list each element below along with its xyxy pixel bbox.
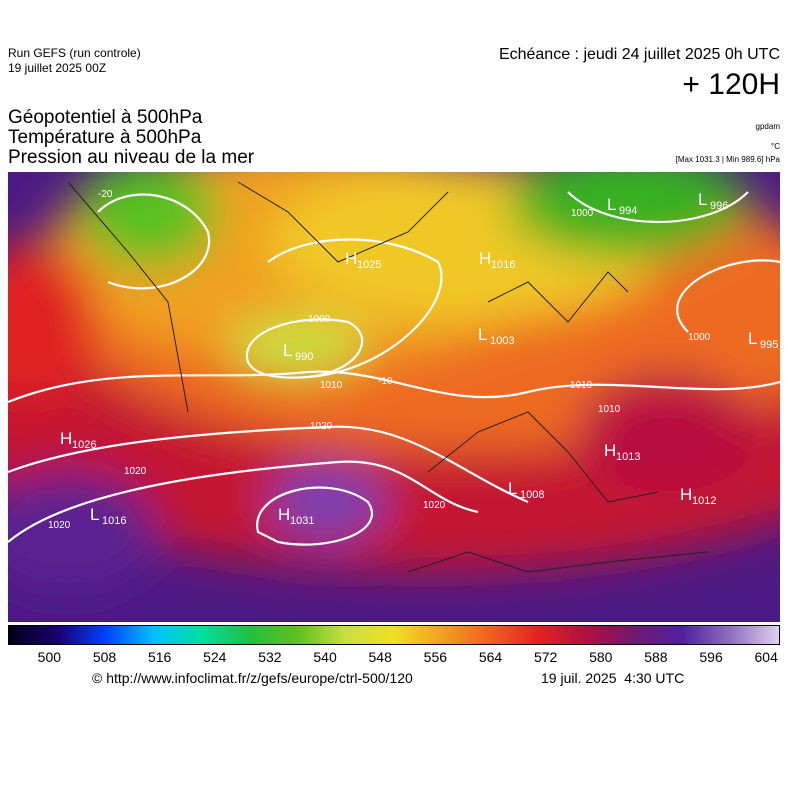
title: Géopotentiel à 500hPa [8,107,203,128]
isobar-label: 1000 [571,208,594,219]
colorbar-tick-label: 540 [313,649,337,665]
center-type: L [90,505,99,524]
isobar-label: 1020 [48,520,71,531]
title: Température à 500hPa [8,127,202,148]
footer-url: © http://www.infoclimat.fr/z/gefs/europe… [92,670,413,686]
isobar-label: 1020 [124,466,147,477]
center-value: 995 [760,339,778,351]
center-type: L [478,325,487,344]
center-type: H [278,505,290,524]
colorbar-tick-label: 588 [644,649,668,665]
run-date: 19 juillet 2025 00Z [8,61,107,75]
unit: °C [771,142,780,151]
center-value: 1013 [616,451,640,463]
center-type: L [607,195,616,214]
colorbar-tick-label: 604 [754,649,778,665]
center-type: L [283,341,292,360]
colorbar-tick-label: 516 [147,649,172,665]
run: Run GEFS (run controle) [8,46,141,60]
isobar-label: 1000 [308,314,331,325]
isobar-label: 1020 [310,421,333,432]
center-value: 1003 [490,335,514,347]
unit: gpdam [755,122,780,131]
center-value: 994 [619,205,637,217]
center-value: 1031 [290,515,314,527]
colorbar-tick-label: 596 [699,649,723,665]
isobar-label: 1000 [688,332,711,343]
center-type: H [60,429,72,448]
isobar-label: 1010 [570,380,593,391]
colorbar-tick-label: 548 [368,649,392,665]
center-type: L [698,190,707,209]
isobar-label: -20 [98,189,113,200]
isobar-label: 1010 [598,404,621,415]
center-type: H [345,249,357,268]
center-value: 996 [710,200,728,212]
colorbar-tick-label: 580 [589,649,613,665]
isobar-label: 1020 [423,500,446,511]
title: Pression au niveau de la mer [8,147,255,168]
center-type: L [508,479,517,498]
center-type: H [604,441,616,460]
center-value: 1016 [491,259,515,271]
colorbar-tick-label: 532 [258,649,282,665]
center-type: L [748,329,757,348]
center-type: H [479,249,491,268]
colorbar-tick-label: 572 [533,649,558,665]
center-value: 1008 [520,489,544,501]
center-type: H [680,485,692,504]
isobar-label: 1010 [320,380,343,391]
colorbar [8,625,780,645]
center-value: 1016 [102,515,126,527]
center-value: 1025 [357,259,381,271]
colorbar-tick-label: 556 [423,649,448,665]
isobar-label: -10 [378,376,393,387]
lead: + 120H [682,68,780,101]
colorbar-tick-label: 508 [92,649,117,665]
center-value: 990 [295,351,313,363]
colorbar-tick-label: 500 [37,649,62,665]
footer-issued: 19 juil. 2025 4:30 UTC [541,670,685,686]
center-value: 1026 [72,439,96,451]
colorbar-tick-label: 524 [203,649,227,665]
center-value: 1012 [692,495,716,507]
unit: [Max 1031.3 | Min 989.6] hPa [675,155,780,164]
colorbar-tick-label: 564 [478,649,503,665]
echeance: Echéance : jeudi 24 juillet 2025 0h UTC [498,46,780,63]
